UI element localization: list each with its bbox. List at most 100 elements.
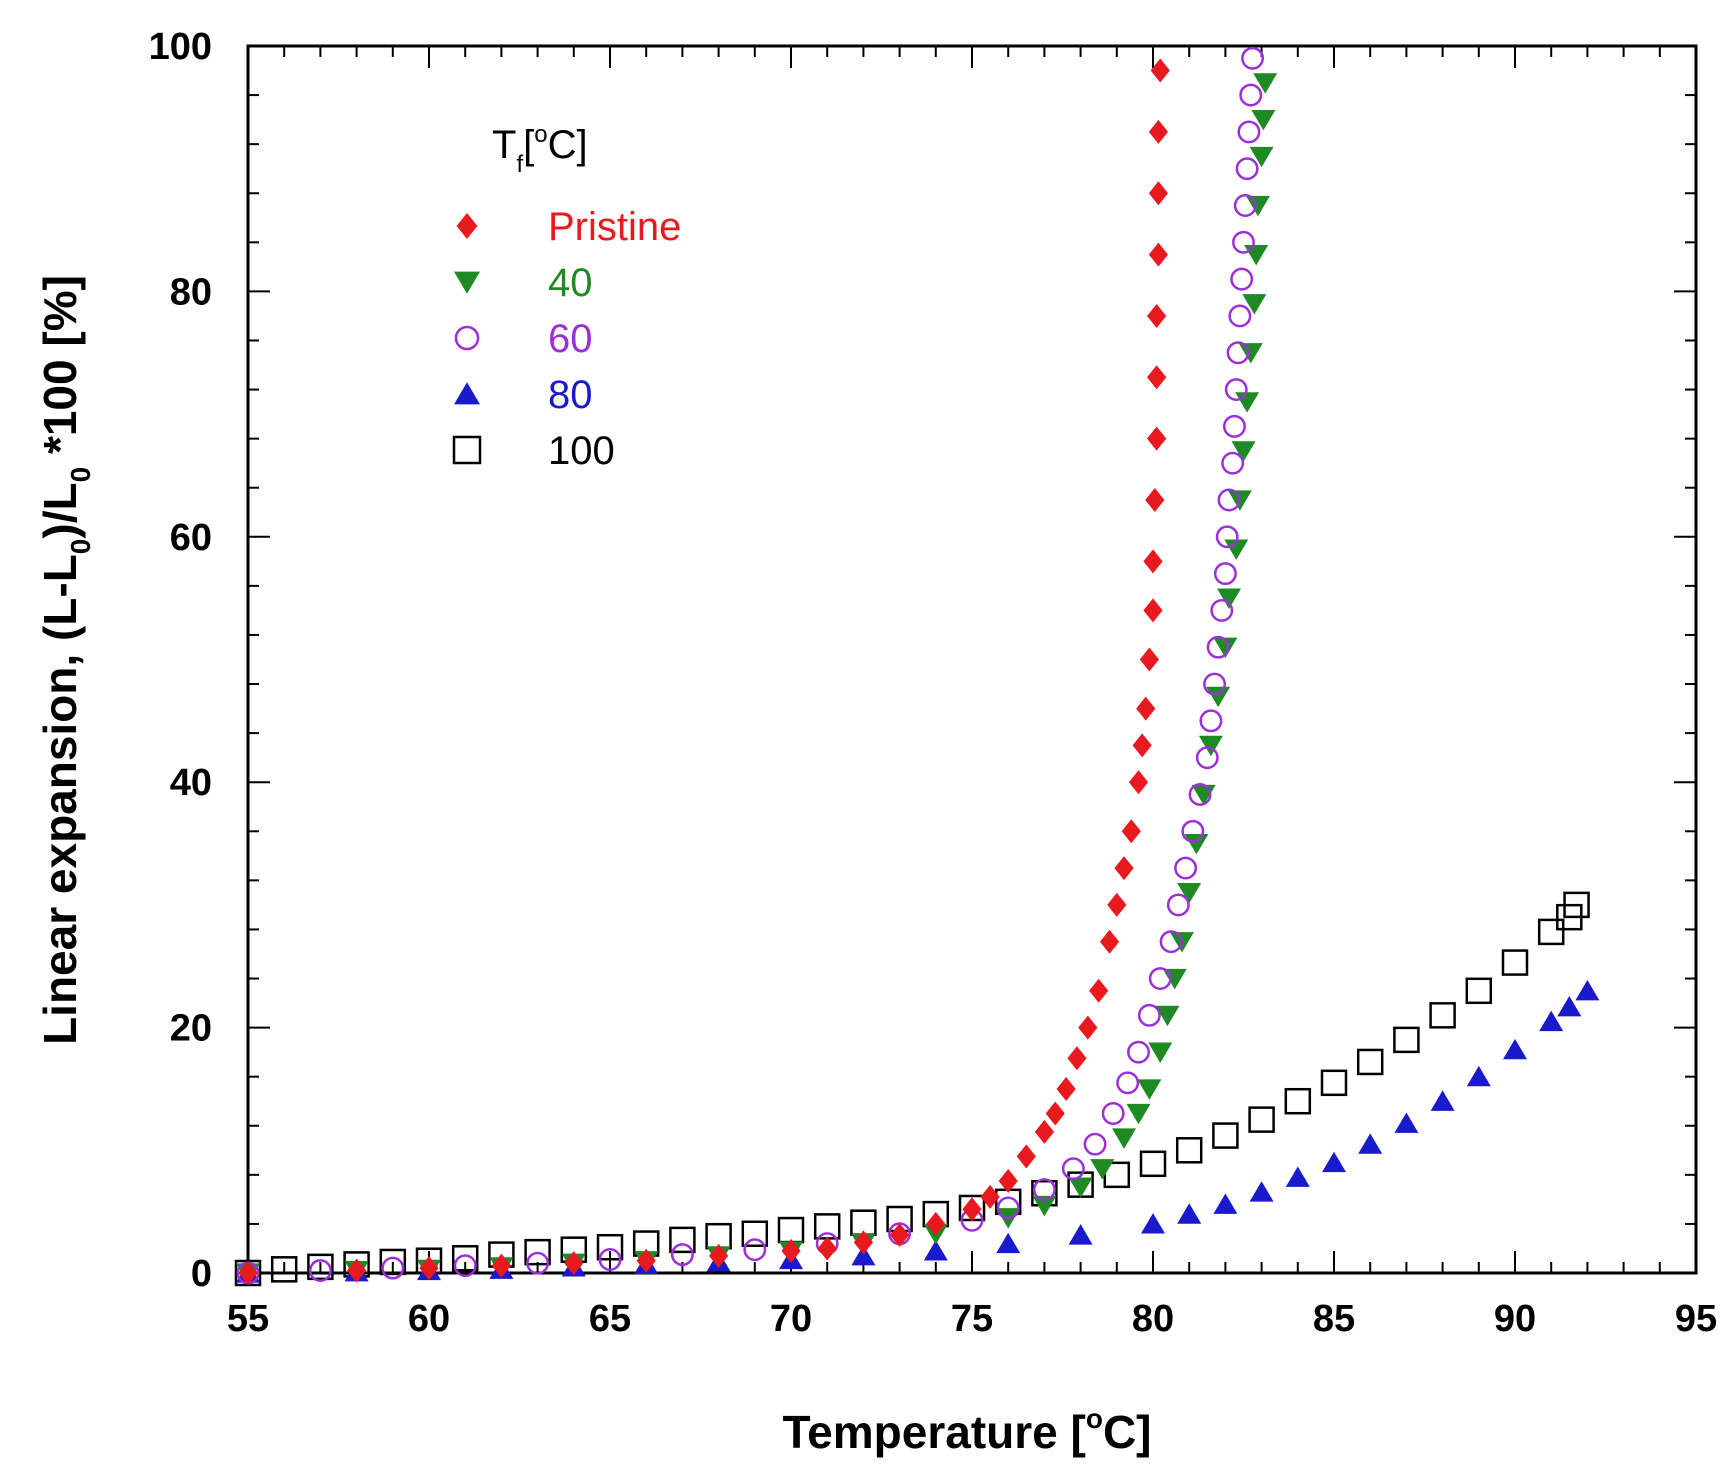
data-point: [1148, 1042, 1173, 1063]
data-point: [1078, 1015, 1098, 1040]
data-point: [1358, 1133, 1383, 1154]
data-point: [996, 1196, 1020, 1220]
x-tick-label: 65: [589, 1298, 631, 1340]
y-tick-label: 0: [191, 1253, 212, 1295]
data-point: [1137, 1079, 1162, 1100]
data-point: [1233, 194, 1257, 217]
data-point: [1061, 1157, 1085, 1181]
data-point: [491, 1253, 511, 1278]
series-80: [236, 979, 1600, 1283]
data-point: [1575, 979, 1600, 1001]
data-point: [1089, 978, 1109, 1003]
data-point: [451, 1245, 479, 1272]
data-point: [1148, 119, 1169, 144]
data-point: [419, 1256, 439, 1281]
data-point: [1159, 930, 1183, 954]
y-axis-title: Linear expansion, (L-L0)/L0 *100 [%]: [34, 275, 96, 1045]
data-point: [1112, 1128, 1137, 1149]
data-point: [1206, 635, 1230, 659]
data-point: [1224, 378, 1248, 402]
y-axis-title-main: Linear expansion, (L-L: [34, 554, 86, 1045]
data-point: [1083, 1132, 1107, 1156]
data-point: [1249, 1181, 1274, 1202]
data-point: [1141, 1213, 1165, 1234]
data-point: [307, 1253, 334, 1281]
series-60: [236, 46, 1265, 1285]
data-point: [379, 1248, 407, 1276]
data-point: [1248, 1106, 1275, 1133]
data-point: [1184, 833, 1209, 855]
data-point: [1032, 1195, 1057, 1217]
legend-items: Pristine 40 60 80 100: [452, 205, 681, 473]
data-point: [1143, 549, 1163, 574]
data-point: [670, 1243, 694, 1267]
legend-label: Pristine: [548, 205, 681, 249]
data-point: [1139, 1150, 1167, 1178]
data-point: [1148, 967, 1172, 990]
data-point: [238, 1261, 258, 1285]
data-point: [1206, 686, 1231, 708]
data-point: [1181, 819, 1205, 843]
data-point: [1228, 304, 1252, 328]
x-tick-label: 80: [1132, 1298, 1174, 1340]
data-point: [1213, 637, 1238, 659]
data-point: [1239, 83, 1263, 107]
data-point: [1237, 120, 1261, 144]
data-point: [1198, 735, 1223, 757]
data-point: [1068, 1177, 1093, 1198]
data-point: [1177, 1203, 1202, 1224]
data-point: [853, 1230, 873, 1255]
data-point: [669, 1226, 696, 1254]
data-point: [1230, 267, 1254, 291]
data-point: [1223, 414, 1246, 438]
data-point: [1203, 672, 1226, 696]
data-point: [1322, 1151, 1346, 1173]
x-tick-label: 85: [1313, 1298, 1355, 1340]
x-tick-label: 90: [1494, 1298, 1536, 1340]
data-point: [524, 1238, 551, 1266]
series-100: [234, 891, 1590, 1287]
data-point: [926, 1211, 946, 1236]
legend-marker: [454, 325, 480, 351]
series-Pristine: [238, 58, 1170, 1285]
data-point: [1032, 1178, 1056, 1202]
data-point: [1238, 343, 1263, 364]
data-point: [1034, 1119, 1054, 1144]
y-tick-labels: 0 20 40 60 80 100: [149, 26, 212, 1295]
legend-title-unit: C]: [548, 123, 588, 167]
legend-label: 100: [548, 429, 615, 473]
data-point: [1175, 1137, 1203, 1164]
y-tick-label: 60: [170, 517, 212, 559]
data-point: [1465, 977, 1493, 1005]
data-point: [1045, 1101, 1065, 1126]
x-tick-label: 75: [951, 1298, 993, 1340]
data-point: [453, 1254, 477, 1278]
data-point: [1068, 1224, 1093, 1245]
x-axis-title-main: Temperature [: [783, 1406, 1086, 1458]
data-point: [1245, 195, 1270, 217]
data-point: [851, 1245, 876, 1266]
data-point: [1199, 709, 1223, 733]
data-point: [1224, 539, 1249, 560]
data-point: [1563, 891, 1590, 919]
data-point: [1155, 1005, 1180, 1027]
data-point: [1128, 770, 1149, 795]
data-point: [813, 1213, 841, 1240]
data-point: [1121, 819, 1141, 844]
data-point: [741, 1220, 769, 1247]
data-point: [743, 1238, 767, 1262]
data-point: [1147, 426, 1167, 451]
data-point: [1557, 995, 1582, 1017]
y-tick-label: 100: [149, 26, 212, 68]
data-point: [1235, 157, 1259, 181]
y-axis-title-end: *100 [%]: [34, 275, 86, 467]
x-tick-labels: 55 60 65 70 75 80 85 90 95: [227, 1298, 1717, 1340]
data-point: [996, 1232, 1021, 1254]
y-tick-label: 80: [170, 271, 212, 313]
y-tick-label: 40: [170, 762, 212, 804]
data-point: [270, 1256, 298, 1283]
data-point: [1430, 1090, 1455, 1111]
x-tick-label: 60: [408, 1298, 450, 1340]
data-point: [1221, 451, 1245, 475]
